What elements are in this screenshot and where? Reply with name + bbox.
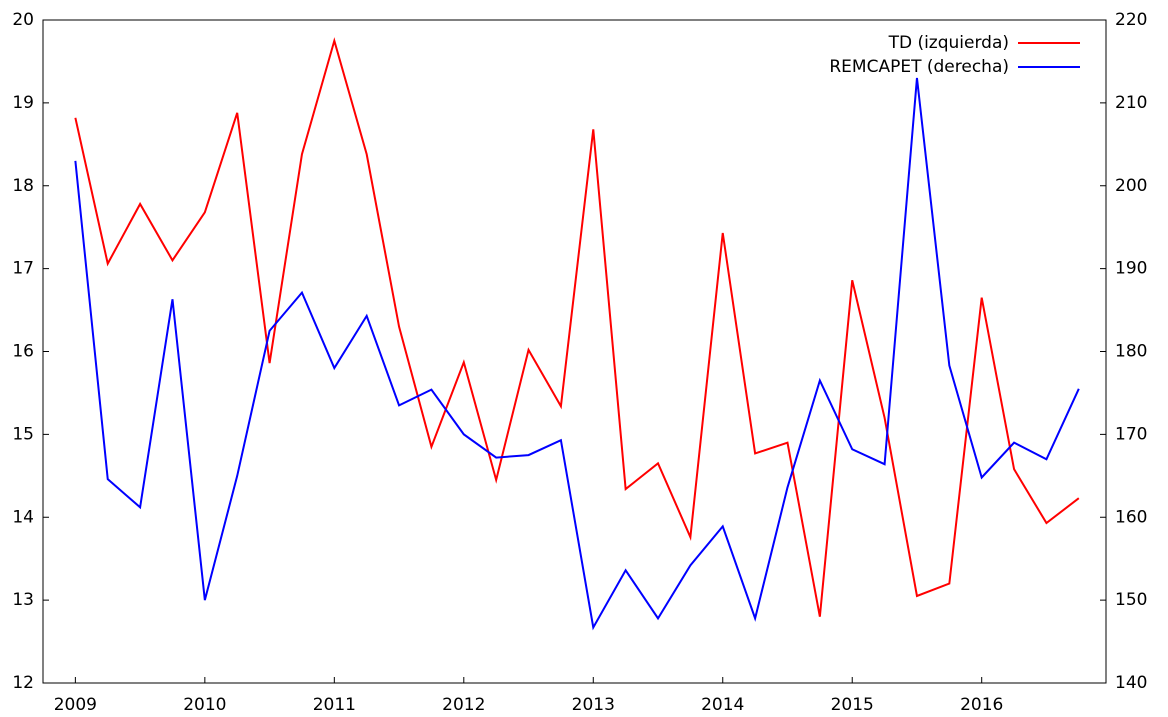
series-line [74, 37, 1080, 617]
x-tick-label: 2015 [831, 695, 874, 715]
y2-tick-label: 140 [1115, 673, 1147, 693]
y2-tick-label: 220 [1115, 10, 1147, 30]
y-tick-label: 20 [12, 10, 34, 30]
y-tick-label: 14 [12, 507, 34, 527]
x-tick-label: 2016 [960, 695, 1003, 715]
y2-tick-label: 210 [1115, 93, 1147, 113]
y2-tick-label: 190 [1115, 259, 1147, 279]
y2-tick-label: 150 [1115, 590, 1147, 610]
y-tick-label: 16 [12, 342, 34, 362]
y-tick-label: 17 [12, 259, 34, 279]
y2-tick-label: 180 [1115, 342, 1147, 362]
x-tick-label: 2011 [313, 695, 356, 715]
y-tick-label: 12 [12, 673, 34, 693]
y-tick-label: 15 [12, 424, 34, 444]
x-tick-label: 2009 [54, 695, 97, 715]
x-tick-label: 2012 [442, 695, 485, 715]
y2-tick-label: 160 [1115, 507, 1147, 527]
y-tick-label: 18 [12, 176, 34, 196]
legend-label: REMCAPET (derecha) [829, 57, 1009, 77]
y2-tick-label: 200 [1115, 176, 1147, 196]
x-tick-label: 2014 [701, 695, 744, 715]
x-tick-label: 2013 [572, 695, 615, 715]
y-tick-label: 13 [12, 590, 34, 610]
series-line [74, 77, 1080, 631]
y2-tick-label: 170 [1115, 424, 1147, 444]
y-tick-label: 19 [12, 93, 34, 113]
legend-label: TD (izquierda) [888, 33, 1009, 53]
x-tick-label: 2010 [183, 695, 226, 715]
